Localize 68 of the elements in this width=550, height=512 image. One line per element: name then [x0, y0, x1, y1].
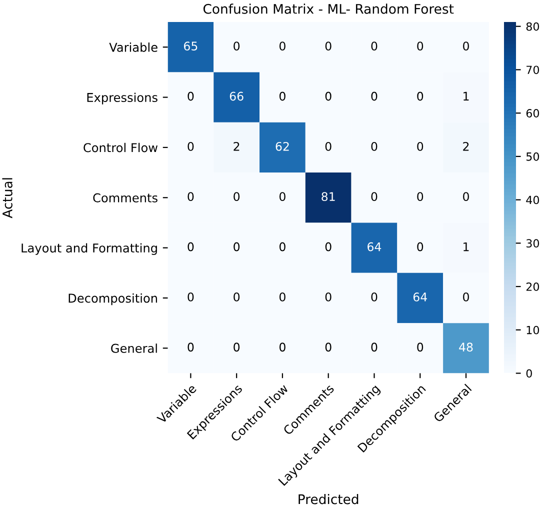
- data-label: 0: [325, 292, 332, 302]
- data-label: 0: [279, 292, 286, 302]
- data-label: 0: [417, 242, 424, 252]
- data-label: 0: [325, 142, 332, 151]
- data-label: 0: [188, 192, 194, 202]
- y-tick-label: Expressions: [87, 92, 158, 104]
- color-bar-label: 50: [526, 152, 540, 161]
- color-bar-label: 40: [526, 196, 540, 204]
- data-label: 0: [279, 342, 286, 352]
- data-label: 0: [371, 42, 378, 51]
- y-tick-label: Layout and Formatting: [22, 243, 157, 255]
- data-label: 0: [234, 242, 240, 252]
- data-label: 0: [325, 42, 332, 51]
- data-label: 0: [325, 342, 332, 352]
- color-bar-label: 60: [526, 109, 540, 118]
- data-label: 1: [464, 92, 469, 101]
- data-label: 1: [464, 242, 469, 252]
- x-axis-title: Predicted: [298, 494, 358, 504]
- data-label: 66: [230, 92, 244, 101]
- data-label: 0: [279, 242, 286, 252]
- data-label: 0: [234, 192, 240, 202]
- data-label: 0: [417, 92, 424, 101]
- y-tick-label: General: [111, 344, 157, 353]
- y-tick-label: Comments: [93, 193, 158, 202]
- data-label: 0: [463, 192, 469, 202]
- data-label: 0: [234, 292, 240, 302]
- data-label: 64: [413, 292, 427, 302]
- data-label: 0: [279, 92, 286, 101]
- data-label: 0: [325, 242, 332, 252]
- color-bar-label: 80: [526, 22, 540, 31]
- data-label: 62: [276, 142, 289, 151]
- data-label: 0: [371, 192, 378, 202]
- data-label: 0: [371, 342, 378, 352]
- data-label: 0: [417, 142, 424, 151]
- data-label: 64: [368, 242, 382, 252]
- data-label: 0: [371, 92, 378, 101]
- y-tick-label: Decomposition: [68, 293, 157, 306]
- data-label: 0: [188, 342, 194, 352]
- data-label: 0: [279, 42, 286, 51]
- data-label: 0: [325, 92, 332, 101]
- data-label: 0: [371, 142, 378, 151]
- data-label: 0: [234, 42, 240, 51]
- data-label: 0: [188, 242, 194, 252]
- y-axis-title: Actual: [2, 178, 12, 218]
- y-tick-label: Variable: [109, 42, 158, 52]
- color-bar-label: 20: [526, 282, 540, 291]
- data-label: 0: [417, 342, 424, 352]
- color-bar-label: 0: [526, 369, 532, 378]
- data-label: 0: [417, 42, 424, 51]
- data-label: 81: [322, 192, 335, 202]
- data-label: 0: [371, 292, 378, 302]
- color-bar-label: 10: [526, 326, 540, 334]
- data-label: 0: [463, 42, 469, 51]
- data-label: 0: [188, 92, 194, 101]
- y-tick-label: Control Flow: [84, 142, 158, 152]
- data-label: 0: [417, 192, 424, 202]
- color-bar-label: 30: [526, 239, 540, 248]
- data-label: 65: [184, 42, 198, 51]
- data-label: 2: [234, 142, 240, 151]
- color-bar-label: 70: [526, 66, 540, 74]
- data-label: 0: [234, 342, 240, 352]
- data-label: 0: [463, 292, 469, 302]
- data-label: 0: [188, 142, 194, 151]
- data-label: 0: [279, 192, 286, 202]
- data-label: 48: [459, 342, 473, 352]
- data-label: 0: [188, 292, 194, 302]
- data-label: 2: [463, 142, 469, 151]
- chart-title: Confusion Matrix - ML- Random Forest: [203, 4, 454, 14]
